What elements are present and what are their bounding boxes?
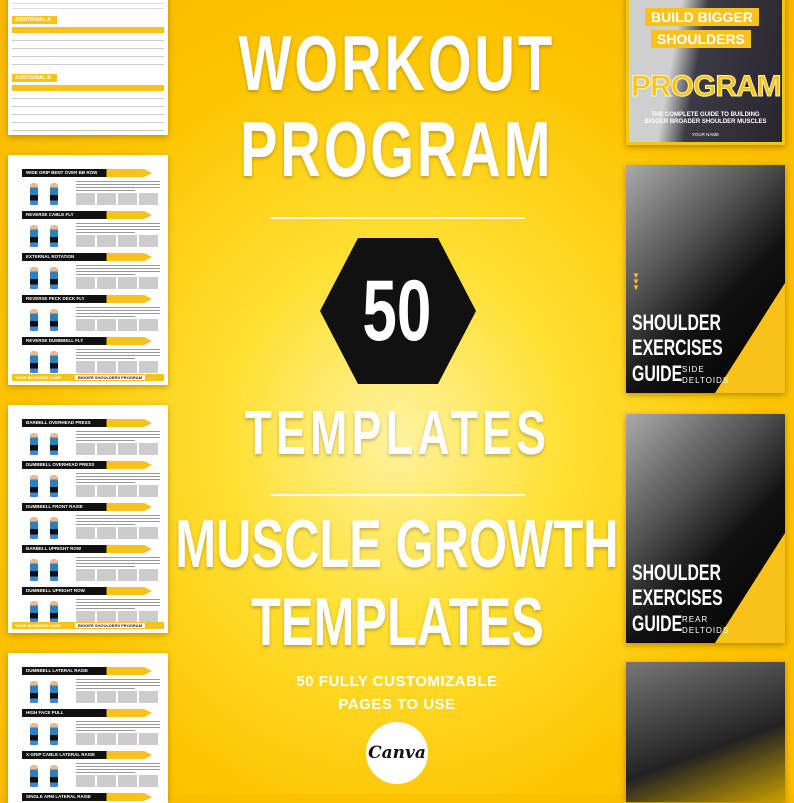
exercise-name: DUMBBELL LATERAL RAISE	[26, 668, 89, 673]
exercise-name: HIGH FACE PULL	[26, 710, 64, 715]
hexagon-badge	[320, 238, 476, 384]
exercise-name: SINGLE ARM LATERAL RAISE	[26, 794, 91, 799]
cover-side-deltoids: ▼ ▼ ▼ SHOULDER EXERCISES GUIDE SIDE DELTOI…	[626, 165, 785, 393]
exercise-block: REVERSE DUMBBELL FLY	[14, 333, 162, 375]
exercise-block: HIGH FACE PULL	[14, 705, 162, 747]
exercise-illustration	[24, 265, 68, 289]
exercise-block: DUMBBELL LATERAL RAISE	[14, 663, 162, 705]
exercise-block: X-GRIP CABLE LATERAL RAISE	[14, 747, 162, 789]
exercise-page-preview: BARBELL OVERHEAD PRESS DUMBBELL OVERHEAD…	[8, 405, 168, 633]
exercise-illustration	[24, 599, 68, 623]
cover-subtitle: DELTOIDS	[682, 376, 730, 385]
exercise-block: REVERSE PECK DECK FLY	[14, 291, 162, 333]
exercise-name: BARBELL OVERHEAD PRESS	[26, 420, 91, 425]
cover-subtitle: THE COMPLETE GUIDE TO BUILDING	[651, 112, 760, 118]
exercise-block: EXTERNAL ROTATION	[14, 249, 162, 291]
exercise-name: DUMBBELL OVERHEAD PRESS	[26, 462, 95, 467]
exercise-block: BARBELL UPRIGHT ROW	[14, 541, 162, 583]
exercise-name: DUMBBELL FRONT RAISE	[26, 504, 83, 509]
exercise-page-preview: WIDE GRIP BENT OVER BB ROW REVERSE CABLE…	[8, 155, 168, 385]
exercise-block: DUMBBELL UPRIGHT ROW	[14, 583, 162, 625]
exercise-illustration	[24, 763, 68, 787]
template-count: 50	[362, 263, 432, 359]
exercise-illustration	[24, 473, 68, 497]
cover-title: GUIDE	[632, 611, 683, 636]
exercise-block: WIDE GRIP BENT OVER BB ROW	[14, 165, 162, 207]
cover-build-bigger-shoulders: BUILD BIGGER SHOULDERS PROGRAM THE COMPL…	[626, 0, 785, 145]
headline-program: PROGRAM	[240, 105, 554, 193]
page-footer: YOUR BUSINESS NAME BIGGER SHOULDERS PROGR…	[12, 374, 164, 381]
cover-line: BUILD BIGGER	[645, 8, 759, 26]
headline-templates-2: TEMPLATES	[250, 584, 544, 660]
exercise-name: WIDE GRIP BENT OVER BB ROW	[26, 170, 98, 175]
exercise-name: BARBELL UPRIGHT ROW	[26, 546, 82, 551]
cover-title: SHOULDER	[632, 560, 721, 585]
exercise-name: REVERSE PECK DECK FLY	[26, 296, 85, 301]
section-label: ADDITIONAL A	[12, 16, 57, 24]
page-footer: YOUR BUSINESS NAME BIGGER SHOULDERS PROGR…	[12, 622, 164, 629]
section-label: ADDITIONAL B	[12, 74, 57, 82]
exercise-illustration	[24, 349, 68, 373]
table-page-preview: ADDITIONAL A ADDITIONAL B	[8, 0, 168, 135]
cover-partial	[626, 662, 785, 802]
exercise-illustration	[24, 223, 68, 247]
exercise-name: EXTERNAL ROTATION	[26, 254, 75, 259]
exercise-illustration	[24, 431, 68, 455]
exercise-name: X-GRIP CABLE LATERAL RAISE	[26, 752, 96, 757]
tagline: 50 FULLY CUSTOMIZABLE	[296, 673, 498, 690]
canva-logo: Canva	[366, 722, 428, 784]
tagline: PAGES TO USE	[338, 696, 456, 713]
exercise-name: REVERSE DUMBBELL FLY	[26, 338, 84, 343]
chevron-down-icon: ▼ ▼ ▼	[632, 271, 640, 292]
exercise-illustration	[24, 721, 68, 745]
exercise-illustration	[24, 679, 68, 703]
cover-subtitle: REAR	[682, 615, 709, 624]
cover-subtitle: DELTOIDS	[682, 626, 730, 635]
headline-templates: TEMPLATES	[244, 399, 550, 468]
exercise-illustration	[24, 557, 68, 581]
exercise-illustration	[24, 307, 68, 331]
exercise-block: DUMBBELL OVERHEAD PRESS	[14, 457, 162, 499]
exercise-name: DUMBBELL UPRIGHT ROW	[26, 588, 85, 593]
cover-rear-deltoids: SHOULDER EXERCISES GUIDE REAR DELTOIDS	[626, 414, 785, 643]
cover-title: PROGRAM	[631, 70, 782, 104]
headline-workout: WORKOUT	[238, 19, 556, 107]
cover-title: EXERCISES	[632, 335, 723, 360]
cover-line: SHOULDERS	[651, 30, 751, 48]
cover-subtitle: BIGGER BROADER SHOULDER MUSCLES	[644, 119, 767, 125]
cover-subtitle: SIDE	[682, 365, 705, 374]
exercise-page-preview: DUMBBELL LATERAL RAISE HIGH FACE PULL X-…	[8, 653, 168, 803]
headline-muscle-growth: MUSCLE GROWTH	[175, 506, 619, 582]
exercise-name: REVERSE CABLE FLY	[26, 212, 74, 217]
exercise-block: REVERSE CABLE FLY	[14, 207, 162, 249]
exercise-block: BARBELL OVERHEAD PRESS	[14, 415, 162, 457]
divider	[270, 217, 525, 219]
exercise-illustration	[24, 515, 68, 539]
divider	[270, 494, 525, 496]
cover-title: SHOULDER	[632, 310, 721, 335]
cover-title: GUIDE	[632, 361, 683, 386]
exercise-illustration	[24, 181, 68, 205]
cover-title: EXERCISES	[632, 585, 723, 610]
exercise-block: DUMBBELL FRONT RAISE	[14, 499, 162, 541]
cover-author: YOUR NAME	[691, 132, 720, 137]
exercise-block: SINGLE ARM LATERAL RAISE	[14, 789, 162, 803]
